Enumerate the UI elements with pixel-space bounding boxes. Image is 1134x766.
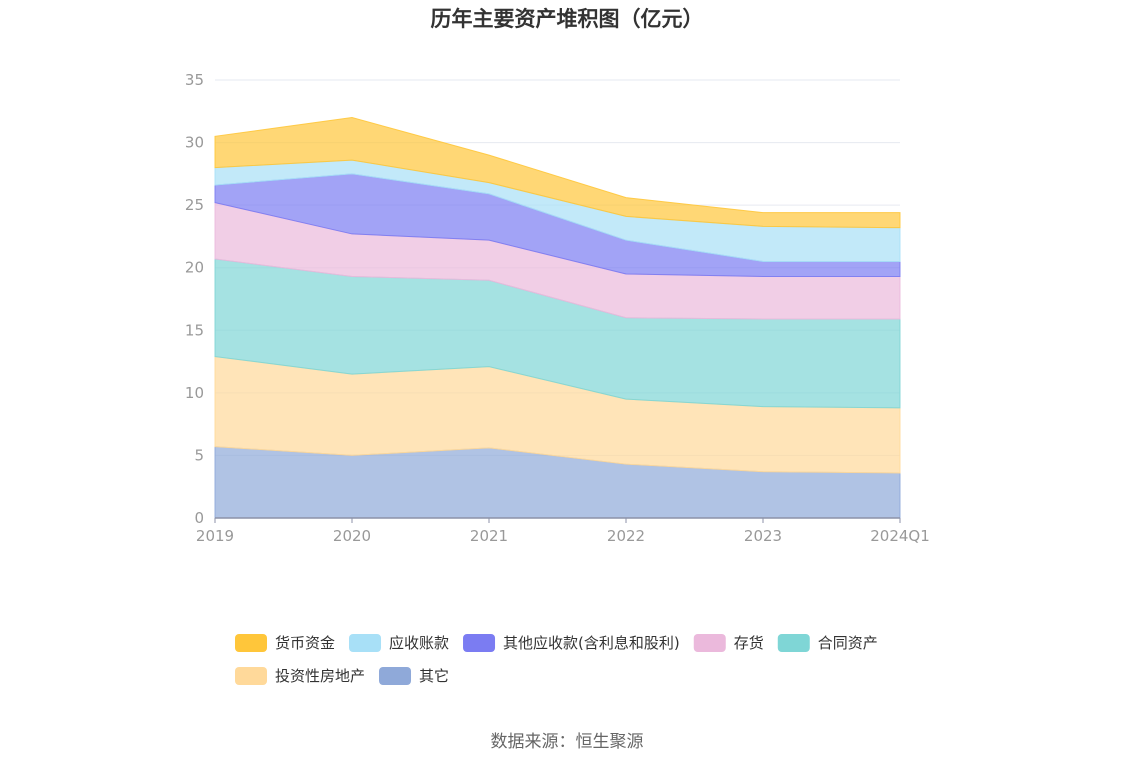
legend-swatch [379, 667, 412, 685]
legend-label: 货币资金 [275, 634, 335, 652]
chart-title: 历年主要资产堆积图（亿元） [431, 7, 704, 31]
x-tick-label: 2020 [333, 527, 371, 545]
y-tick-label: 25 [185, 196, 204, 214]
legend-item[interactable]: 合同资产 [777, 634, 878, 652]
y-tick-label: 0 [194, 509, 204, 527]
x-tick-label: 2024Q1 [870, 527, 930, 545]
y-tick-label: 5 [194, 446, 204, 464]
x-tick-label: 2019 [196, 527, 234, 545]
legend-swatch [235, 634, 267, 652]
legend-label: 其它 [419, 667, 449, 685]
area-series [214, 117, 901, 519]
x-tick-label: 2022 [607, 527, 645, 545]
legend-item[interactable]: 投资性房地产 [235, 667, 365, 685]
legend-label: 合同资产 [818, 634, 878, 652]
legend-item[interactable]: 其他应收款(含利息和股利) [463, 634, 680, 652]
legend-label: 存货 [734, 634, 764, 652]
legend-item[interactable]: 存货 [693, 634, 764, 652]
data-source: 数据来源：恒生聚源 [491, 732, 644, 752]
y-tick-label: 10 [185, 384, 204, 402]
y-tick-label: 30 [185, 134, 204, 152]
y-tick-label: 20 [185, 259, 204, 277]
legend-swatch [349, 634, 382, 652]
legend-item[interactable]: 货币资金 [235, 634, 335, 652]
legend-swatch [463, 634, 496, 652]
legend-label: 投资性房地产 [275, 667, 365, 685]
area-7 [214, 117, 901, 229]
legend-label: 其他应收款(含利息和股利) [503, 634, 680, 652]
y-tick-label: 35 [185, 71, 204, 89]
legend-swatch [777, 634, 810, 652]
y-tick-label: 15 [185, 321, 204, 339]
legend-swatch [235, 667, 267, 685]
legend-label: 应收账款 [389, 634, 449, 652]
legend-item[interactable]: 应收账款 [349, 634, 449, 652]
legend-item[interactable]: 其它 [379, 667, 449, 685]
axes: 0 5 10 15 20 25 30 35 2019 2020 2021 2022 2023 2024Q1 [185, 71, 930, 545]
legend-swatch [693, 634, 726, 652]
x-tick-label: 2021 [470, 527, 508, 545]
x-tick-label: 2023 [744, 527, 782, 545]
